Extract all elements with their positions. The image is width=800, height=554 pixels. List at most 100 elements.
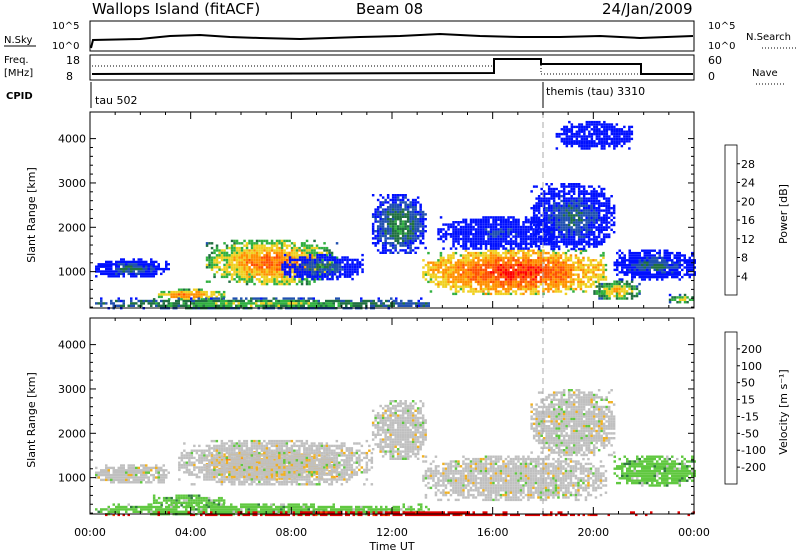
power-cell <box>494 280 498 284</box>
power-cell <box>554 266 558 269</box>
power-cell <box>100 270 103 273</box>
power-cell <box>457 237 460 241</box>
power-cell <box>447 268 450 272</box>
power-cell <box>565 125 569 129</box>
power-cell <box>340 299 343 303</box>
power-cell <box>554 256 558 260</box>
power-cell <box>250 261 254 264</box>
power-cell <box>656 273 659 276</box>
power-cell <box>122 272 125 276</box>
power-cell <box>396 239 400 242</box>
power-cell <box>492 283 495 286</box>
power-cell <box>258 263 261 267</box>
power-cell <box>582 226 586 229</box>
power-cell <box>584 271 588 274</box>
power-cell <box>283 270 287 274</box>
power-cell <box>135 272 138 276</box>
power-cell <box>585 128 589 131</box>
power-cell <box>404 222 407 226</box>
power-cell <box>560 190 563 193</box>
power-cell <box>346 256 349 259</box>
power-cell <box>592 266 595 269</box>
power-cell <box>585 228 588 231</box>
power-cell <box>522 280 525 284</box>
power-cell <box>384 215 387 218</box>
power-cell <box>232 302 235 305</box>
power-cell <box>474 218 478 221</box>
power-cell <box>180 288 183 291</box>
power-cell <box>235 268 239 271</box>
power-cell <box>467 275 470 279</box>
power-cell <box>578 123 581 126</box>
power-cell <box>332 302 335 305</box>
power-cell <box>600 221 603 224</box>
power-cell <box>504 292 508 296</box>
power-cell <box>552 195 556 198</box>
power-cell <box>115 267 118 271</box>
power-cell <box>597 278 600 281</box>
power-cell <box>489 230 493 233</box>
power-cell <box>572 185 576 188</box>
power-cell <box>487 259 490 262</box>
power-cell <box>580 233 583 236</box>
power-cell <box>215 254 219 257</box>
power-cell <box>308 265 312 269</box>
power-cell <box>306 275 309 278</box>
power-cell <box>260 304 263 307</box>
power-cell <box>532 290 535 293</box>
power-cell <box>569 254 573 257</box>
power-cell <box>474 230 478 233</box>
power-cell <box>295 299 298 303</box>
power-cell <box>479 273 483 276</box>
power-cell <box>205 302 208 305</box>
power-cell <box>592 216 596 219</box>
power-cell <box>421 237 425 240</box>
power-cell <box>293 278 296 281</box>
power-cell <box>504 271 508 274</box>
power-cell <box>512 247 515 250</box>
power-cell <box>303 258 307 262</box>
power-cell <box>671 268 674 272</box>
power-cell <box>600 192 603 195</box>
power-cell <box>225 302 228 305</box>
power-cell <box>202 293 206 296</box>
power-cell <box>145 260 148 264</box>
power-cell <box>310 302 313 305</box>
power-cell <box>603 285 606 288</box>
power-cell <box>616 251 619 255</box>
power-cell <box>467 278 470 281</box>
power-cell <box>401 220 405 223</box>
power-cell <box>502 245 505 248</box>
velocity-cell <box>122 464 125 467</box>
power-cell <box>557 233 561 236</box>
power-cell <box>613 137 616 141</box>
power-cell <box>417 302 420 305</box>
power-cell <box>457 266 460 269</box>
power-cell <box>599 263 603 267</box>
power-cell <box>270 266 274 269</box>
power-cell <box>474 247 478 250</box>
power-cell <box>532 273 535 276</box>
power-cell <box>527 230 530 233</box>
power-cell <box>537 285 540 288</box>
power-cell <box>489 233 493 236</box>
power-cell <box>552 249 555 252</box>
power-cell <box>255 242 259 245</box>
power-cell <box>597 243 601 246</box>
power-cell <box>603 125 606 129</box>
power-cell <box>477 218 480 221</box>
power-cell <box>507 271 510 274</box>
power-cell <box>592 214 596 217</box>
power-cell <box>278 254 281 257</box>
power-cell <box>575 140 579 143</box>
power-cell <box>337 299 340 303</box>
power-cell <box>454 271 458 274</box>
power-cell <box>620 130 624 133</box>
power-cell <box>399 194 402 197</box>
power-cell <box>552 271 555 274</box>
power-cell <box>582 249 585 252</box>
power-cell <box>295 282 299 286</box>
power-cell <box>489 271 493 274</box>
power-cell <box>563 137 566 141</box>
power-cell <box>489 216 493 219</box>
